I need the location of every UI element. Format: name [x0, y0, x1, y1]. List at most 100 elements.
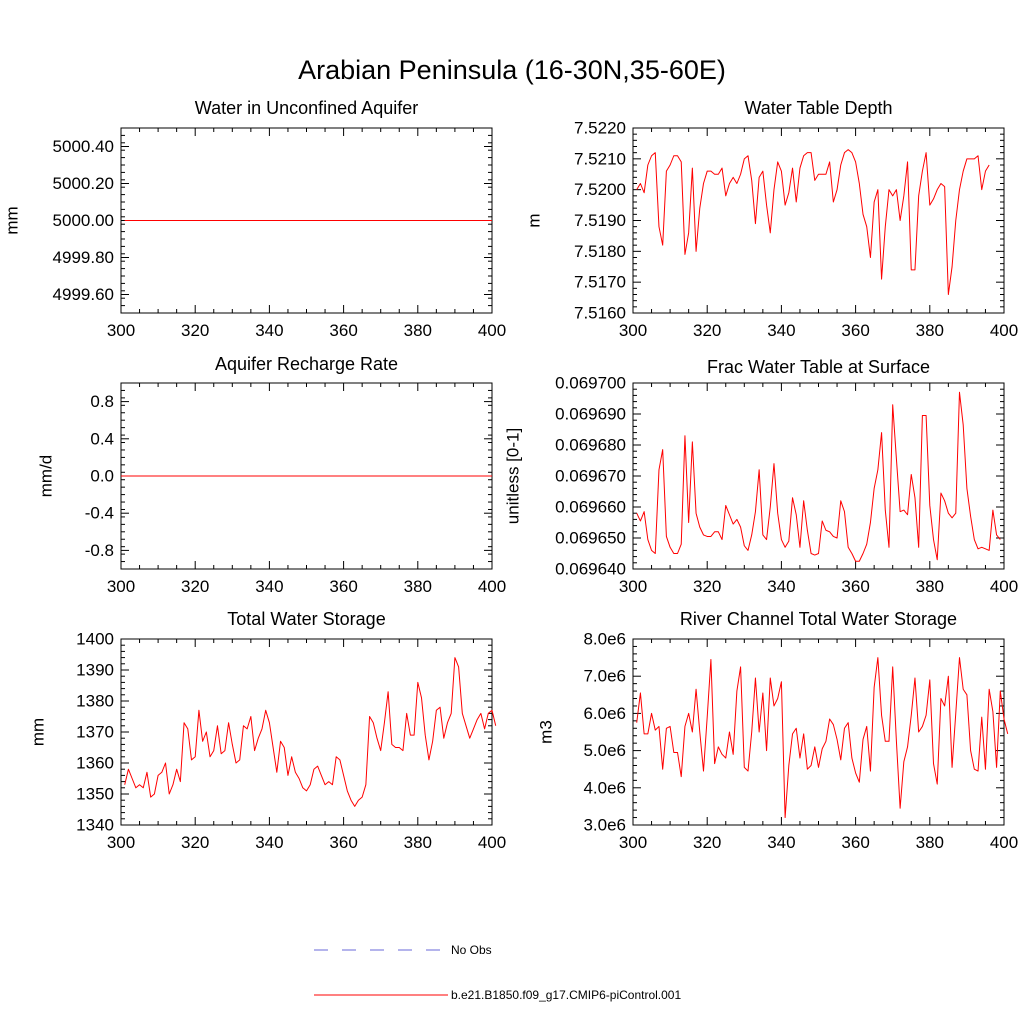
y-tick-label: 3.0e6 [583, 816, 626, 835]
y-tick-label: 5000.40 [53, 137, 114, 156]
y-tick-label: 0.069650 [555, 529, 626, 548]
y-tick-label: 5000.20 [53, 174, 114, 193]
y-tick-label: 4.0e6 [583, 778, 626, 797]
series-line [636, 149, 990, 295]
y-tick-label: 7.5220 [574, 119, 626, 138]
y-axis-label: mm/d [37, 455, 56, 498]
panel-6: River Channel Total Water Storage m3 300 32… [537, 609, 1019, 852]
y-tick-label: 8.0e6 [583, 630, 626, 649]
y-axis-label: mm [3, 206, 22, 234]
x-tick-label: 300 [107, 833, 135, 852]
x-tick-label: 340 [255, 833, 283, 852]
y-tick-label: 4999.60 [53, 285, 114, 304]
x-tick-label: 320 [693, 321, 721, 340]
plot-frame [632, 382, 1005, 570]
y-axis-label: unitless [0-1] [504, 428, 523, 524]
panel-title: Water Table Depth [744, 98, 892, 118]
x-tick-label: 380 [916, 321, 944, 340]
y-tick-label: 0.8 [90, 392, 114, 411]
y-tick-label: 7.5170 [574, 273, 626, 292]
panel-3: Aquifer Recharge Rate mm/d 300 320 340 360 380… [37, 354, 507, 596]
x-tick-label: 380 [404, 321, 432, 340]
panel-4: Frac Water Table at Surface unitless [0-1… [504, 357, 1019, 596]
y-tick-label: 7.5180 [574, 242, 626, 261]
y-tick-label: 0.069700 [555, 374, 626, 393]
y-tick-label: 7.5190 [574, 211, 626, 230]
y-tick-label: 1390 [76, 661, 114, 680]
x-tick-label: 300 [619, 577, 647, 596]
x-tick-label: 360 [841, 833, 869, 852]
y-tick-label: 1340 [76, 816, 114, 835]
x-tick-label: 400 [478, 321, 506, 340]
panel-5: Total Water Storage mm 300 320 340 360 380 400 1… [29, 609, 507, 852]
x-tick-label: 360 [329, 833, 357, 852]
x-tick-label: 340 [255, 577, 283, 596]
x-tick-label: 380 [404, 833, 432, 852]
y-tick-label: 5.0e6 [583, 741, 626, 760]
y-axis-label: mm [29, 718, 48, 746]
x-tick-label: 300 [107, 321, 135, 340]
figure-title: Arabian Peninsula (16-30N,35-60E) [298, 55, 726, 85]
x-tick-label: 360 [841, 321, 869, 340]
x-tick-label: 400 [990, 321, 1018, 340]
y-tick-label: 0.069640 [555, 560, 626, 579]
panel-title: Frac Water Table at Surface [707, 357, 930, 377]
y-tick-label: 1350 [76, 785, 114, 804]
y-tick-label: 1360 [76, 754, 114, 773]
x-tick-label: 340 [767, 321, 795, 340]
y-tick-label: 7.0e6 [583, 667, 626, 686]
x-tick-label: 360 [329, 577, 357, 596]
series-line [124, 657, 497, 807]
y-tick-label: 7.5160 [574, 304, 626, 323]
panel-title: Aquifer Recharge Rate [215, 354, 398, 374]
x-tick-label: 360 [329, 321, 357, 340]
x-tick-label: 300 [107, 577, 135, 596]
y-tick-label: 0.069670 [555, 467, 626, 486]
x-tick-label: 320 [181, 577, 209, 596]
plot-frame [632, 638, 1005, 826]
y-tick-label: 0.069690 [555, 405, 626, 424]
plot-frame [120, 638, 493, 826]
panel-title: River Channel Total Water Storage [680, 609, 957, 629]
panels: Water in Unconfined Aquifer mm 300 320 340 36… [3, 98, 1019, 852]
legend-model-label: b.e21.B1850.f09_g17.CMIP6-piControl.001 [451, 988, 681, 1002]
y-tick-label: 0.069660 [555, 498, 626, 517]
panel-title: Total Water Storage [227, 609, 385, 629]
x-tick-label: 320 [181, 833, 209, 852]
x-tick-label: 400 [990, 577, 1018, 596]
y-tick-label: 1380 [76, 692, 114, 711]
x-tick-label: 340 [767, 833, 795, 852]
y-tick-label: 7.5200 [574, 180, 626, 199]
y-tick-label: 6.0e6 [583, 704, 626, 723]
series-line [636, 391, 1001, 562]
x-tick-label: 320 [693, 577, 721, 596]
x-tick-label: 340 [767, 577, 795, 596]
y-tick-label: 7.5210 [574, 149, 626, 168]
x-tick-label: 320 [693, 833, 721, 852]
y-tick-label: 1370 [76, 723, 114, 742]
x-tick-label: 380 [404, 577, 432, 596]
y-tick-label: 0.0 [90, 467, 114, 486]
x-tick-label: 400 [478, 577, 506, 596]
x-tick-label: 400 [990, 833, 1018, 852]
y-tick-label: 4999.80 [53, 248, 114, 267]
x-tick-label: 380 [916, 577, 944, 596]
y-axis-label: m3 [537, 720, 556, 744]
y-axis-label: m [525, 213, 544, 227]
legend-obs-label: No Obs [451, 943, 492, 957]
x-tick-label: 360 [841, 577, 869, 596]
panel-title: Water in Unconfined Aquifer [195, 98, 418, 118]
x-tick-label: 380 [916, 833, 944, 852]
legend: No Obs b.e21.B1850.f09_g17.CMIP6-piContr… [314, 943, 681, 1002]
panel-1: Water in Unconfined Aquifer mm 300 320 340 36… [3, 98, 507, 340]
x-tick-label: 340 [255, 321, 283, 340]
y-tick-label: 1400 [76, 630, 114, 649]
series-line [636, 657, 1009, 819]
x-tick-label: 300 [619, 321, 647, 340]
y-tick-label: -0.4 [85, 504, 114, 523]
y-tick-label: 0.4 [90, 429, 114, 448]
y-tick-label: 5000.00 [53, 211, 114, 230]
y-tick-label: 0.069680 [555, 436, 626, 455]
x-tick-label: 320 [181, 321, 209, 340]
